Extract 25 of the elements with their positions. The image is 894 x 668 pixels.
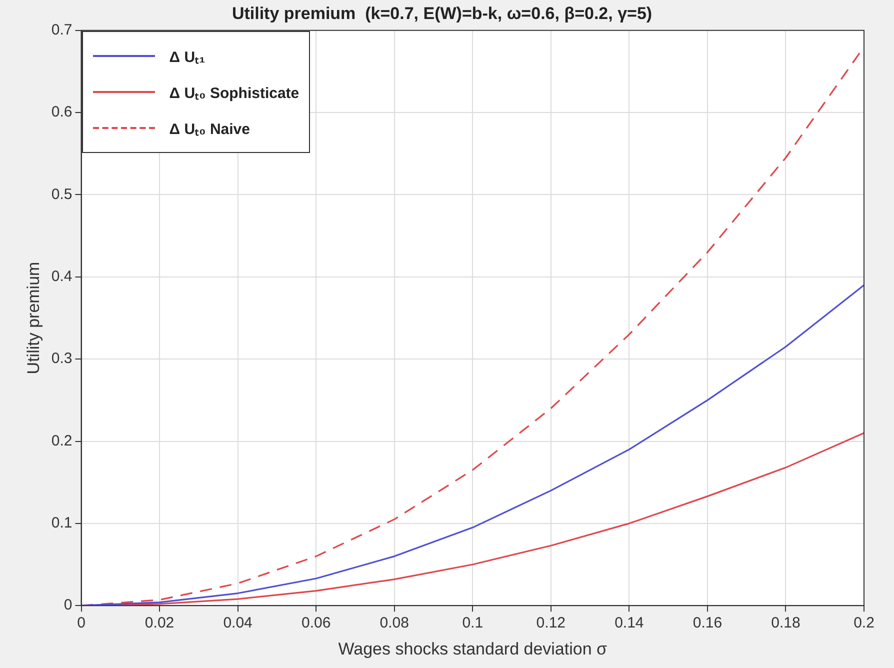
x-tick-label: 0.1 bbox=[462, 614, 484, 632]
x-tick-label: 0.12 bbox=[536, 614, 566, 632]
y-tick-label: 0.7 bbox=[51, 22, 72, 39]
y-tick-label: 0.4 bbox=[51, 268, 72, 286]
x-tick-label: 0.08 bbox=[380, 614, 409, 632]
x-tick-label: 0.04 bbox=[223, 614, 252, 632]
legend-label: Δ Uₜ₀ Sophisticate bbox=[169, 84, 300, 102]
y-tick-label: 0.3 bbox=[51, 350, 72, 368]
y-axis-title: Utility premium bbox=[24, 262, 43, 374]
x-tick-label: 0.06 bbox=[301, 614, 331, 632]
legend-label: Δ Uₜ₀ Naive bbox=[169, 120, 250, 138]
y-tick-label: 0.5 bbox=[51, 186, 72, 203]
chart-title: Utility premium (k=0.7, E(W)=b-k, ω=0.6, β=0.2, γ=5) bbox=[232, 4, 652, 23]
x-tick-label: 0.02 bbox=[144, 614, 174, 632]
y-tick-label: 0.2 bbox=[51, 432, 72, 450]
y-tick-label: 0 bbox=[64, 596, 72, 614]
x-tick-label: 0.14 bbox=[614, 614, 644, 632]
x-axis-title: Wages shocks standard deviation σ bbox=[338, 639, 608, 658]
x-tick-label: 0 bbox=[77, 614, 86, 632]
x-tick-label: 0.18 bbox=[771, 614, 800, 632]
legend-label: Δ Uₜ₁ bbox=[169, 48, 206, 66]
y-tick-label: 0.6 bbox=[51, 104, 72, 121]
x-tick-label: 0.16 bbox=[692, 614, 722, 632]
y-tick-label: 0.1 bbox=[51, 514, 72, 532]
x-tick-label: 0.2 bbox=[854, 614, 874, 632]
